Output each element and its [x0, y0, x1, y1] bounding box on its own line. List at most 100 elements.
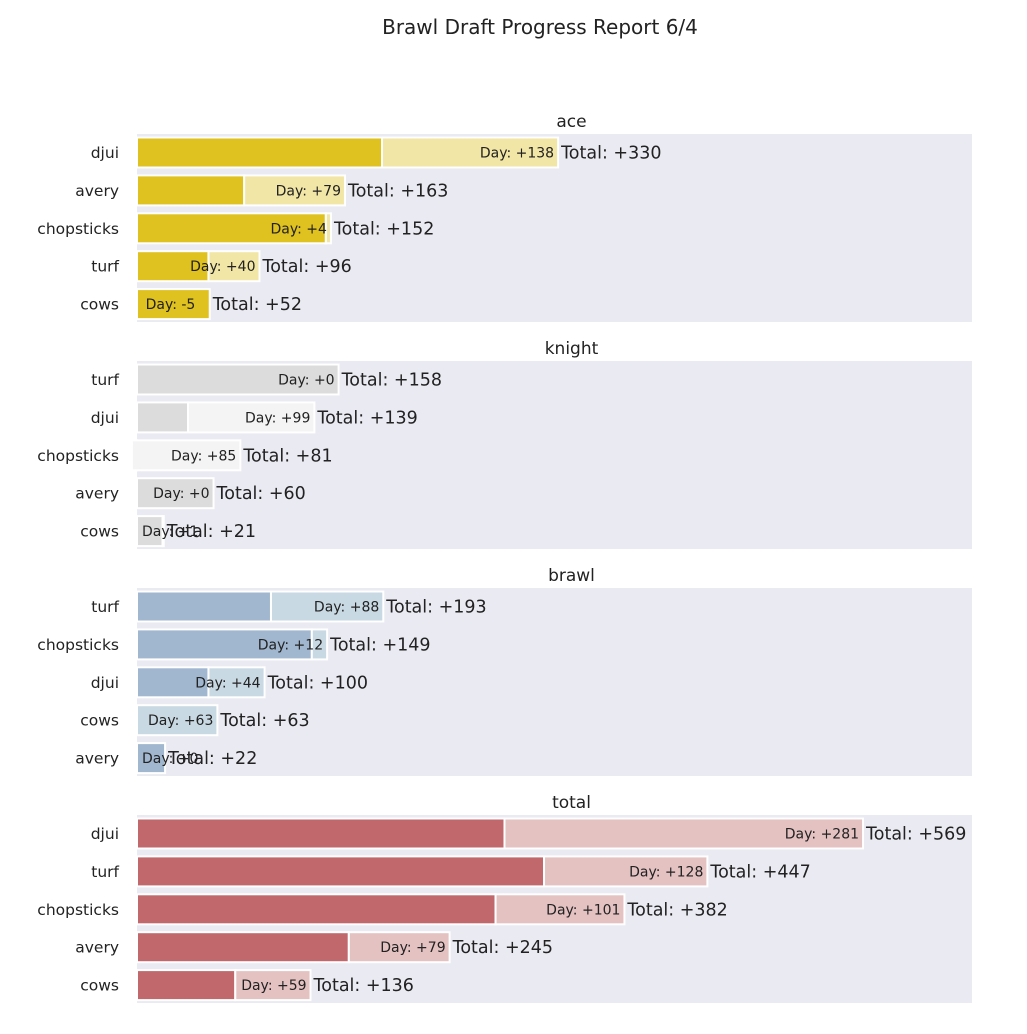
bar-row: djui Day: +138 Total: +330 [91, 136, 661, 169]
bar-row: turf Day: +88 Total: +193 [91, 590, 487, 623]
row-label: avery [75, 485, 119, 503]
total-label: Total: +63 [219, 711, 309, 731]
day-label: Day: +40 [190, 259, 255, 275]
panel-title: ace [556, 112, 586, 132]
bar-row: cows Day: -5 Total: +52 [80, 288, 302, 321]
day-bar [207, 666, 266, 699]
bar-row: djui Day: +99 Total: +139 [91, 401, 418, 434]
day-bar [347, 931, 451, 964]
day-bar [269, 590, 385, 623]
prior-bar [136, 817, 506, 850]
day-label: Day: +88 [314, 600, 379, 616]
day-label: Day: +79 [276, 183, 341, 199]
total-label: Total: +139 [316, 408, 417, 428]
panel-ace: ace djui Day: +138 Total: +330 avery Day: +79… [37, 112, 972, 322]
total-label: Total: +245 [452, 938, 553, 958]
day-label: Day: +44 [195, 675, 260, 691]
row-label: turf [91, 371, 119, 389]
row-label: avery [75, 182, 119, 200]
total-label: Total: +382 [626, 900, 727, 920]
row-label: chopsticks [37, 901, 119, 919]
day-bar [136, 704, 219, 737]
total-label: Total: +22 [167, 749, 257, 769]
row-label: cows [80, 712, 119, 730]
prior-bar [136, 855, 546, 888]
day-label: Day: +128 [629, 864, 703, 880]
day-bar [380, 136, 560, 169]
day-bar [187, 401, 316, 434]
panel-knight: knight turf Day: +0 Total: +158 djui Day: +99… [37, 339, 972, 549]
day-label: Day: +0 [153, 486, 209, 502]
day-label: Day: +0 [142, 751, 198, 767]
row-label: djui [91, 409, 119, 427]
prior-bar [136, 401, 190, 434]
day-bar [324, 212, 332, 245]
prior-bar [136, 212, 327, 245]
panel-title: brawl [548, 566, 595, 586]
day-bar [130, 439, 242, 472]
prior-bar [136, 893, 497, 926]
row-label: chopsticks [37, 636, 119, 654]
day-bar [234, 969, 312, 1002]
bar-row: djui Day: +281 Total: +569 [91, 817, 966, 850]
row-label: avery [75, 750, 119, 768]
total-label: Total: +158 [341, 371, 442, 391]
day-label: Day: +1 [142, 524, 198, 540]
panel-brawl: brawl turf Day: +88 Total: +193 chopsticks Da… [37, 566, 972, 776]
prior-bar [136, 136, 383, 169]
total-label: Total: +52 [212, 295, 302, 315]
bar-row: avery Day: +79 Total: +163 [75, 174, 448, 207]
bar-row: cows Day: +63 Total: +63 [80, 704, 310, 737]
day-bar [494, 893, 626, 926]
total-label: Total: +100 [267, 673, 368, 693]
panel-title: total [552, 793, 591, 813]
bar-row: turf Day: +128 Total: +447 [91, 855, 811, 888]
bar-row: turf Day: +40 Total: +96 [91, 250, 352, 283]
prior-bar [136, 590, 272, 623]
row-label: turf [91, 258, 119, 276]
chart-title: Brawl Draft Progress Report 6/4 [382, 15, 698, 39]
prior-bar [136, 742, 167, 775]
day-bar [503, 817, 865, 850]
bar-row: chopsticks Day: +12 Total: +149 [37, 628, 431, 661]
prior-bar [136, 477, 215, 510]
bar-row: djui Day: +44 Total: +100 [91, 666, 368, 699]
day-label: Day: -5 [146, 297, 196, 313]
total-label: Total: +136 [313, 976, 414, 996]
total-label: Total: +152 [333, 219, 434, 239]
day-label: Day: +138 [480, 146, 554, 162]
row-label: cows [80, 523, 119, 541]
day-label: Day: +12 [258, 637, 323, 653]
prior-bar [136, 969, 237, 1002]
prior-bar [136, 250, 210, 283]
panel-total: total djui Day: +281 Total: +569 turf Day: +1… [37, 793, 972, 1003]
day-label: Day: +101 [546, 902, 620, 918]
row-label: cows [80, 977, 119, 995]
row-label: chopsticks [37, 220, 119, 238]
total-label: Total: +60 [216, 484, 306, 504]
total-label: Total: +193 [385, 598, 486, 618]
panel-title: knight [545, 339, 599, 359]
bar-row: turf Day: +0 Total: +158 [91, 363, 442, 396]
day-bar [310, 628, 329, 661]
prior-bar [136, 288, 211, 321]
prior-bar [136, 363, 340, 396]
row-label: djui [91, 674, 119, 692]
prior-bar [136, 931, 350, 964]
total-label: Total: +96 [261, 257, 351, 277]
day-bar [207, 250, 261, 283]
bar-row: chopsticks Day: +101 Total: +382 [37, 893, 728, 926]
bar-row: chopsticks Day: +4 Total: +152 [37, 212, 434, 245]
row-label: avery [75, 939, 119, 957]
day-label: Day: +85 [171, 448, 236, 464]
day-label: Day: +4 [271, 221, 328, 237]
day-label: Day: +63 [148, 713, 213, 729]
bar-row: cows Day: +59 Total: +136 [80, 969, 414, 1002]
row-label: djui [91, 144, 119, 162]
total-label: Total: +163 [347, 181, 448, 201]
row-label: turf [91, 598, 119, 616]
prior-bar [136, 666, 210, 699]
